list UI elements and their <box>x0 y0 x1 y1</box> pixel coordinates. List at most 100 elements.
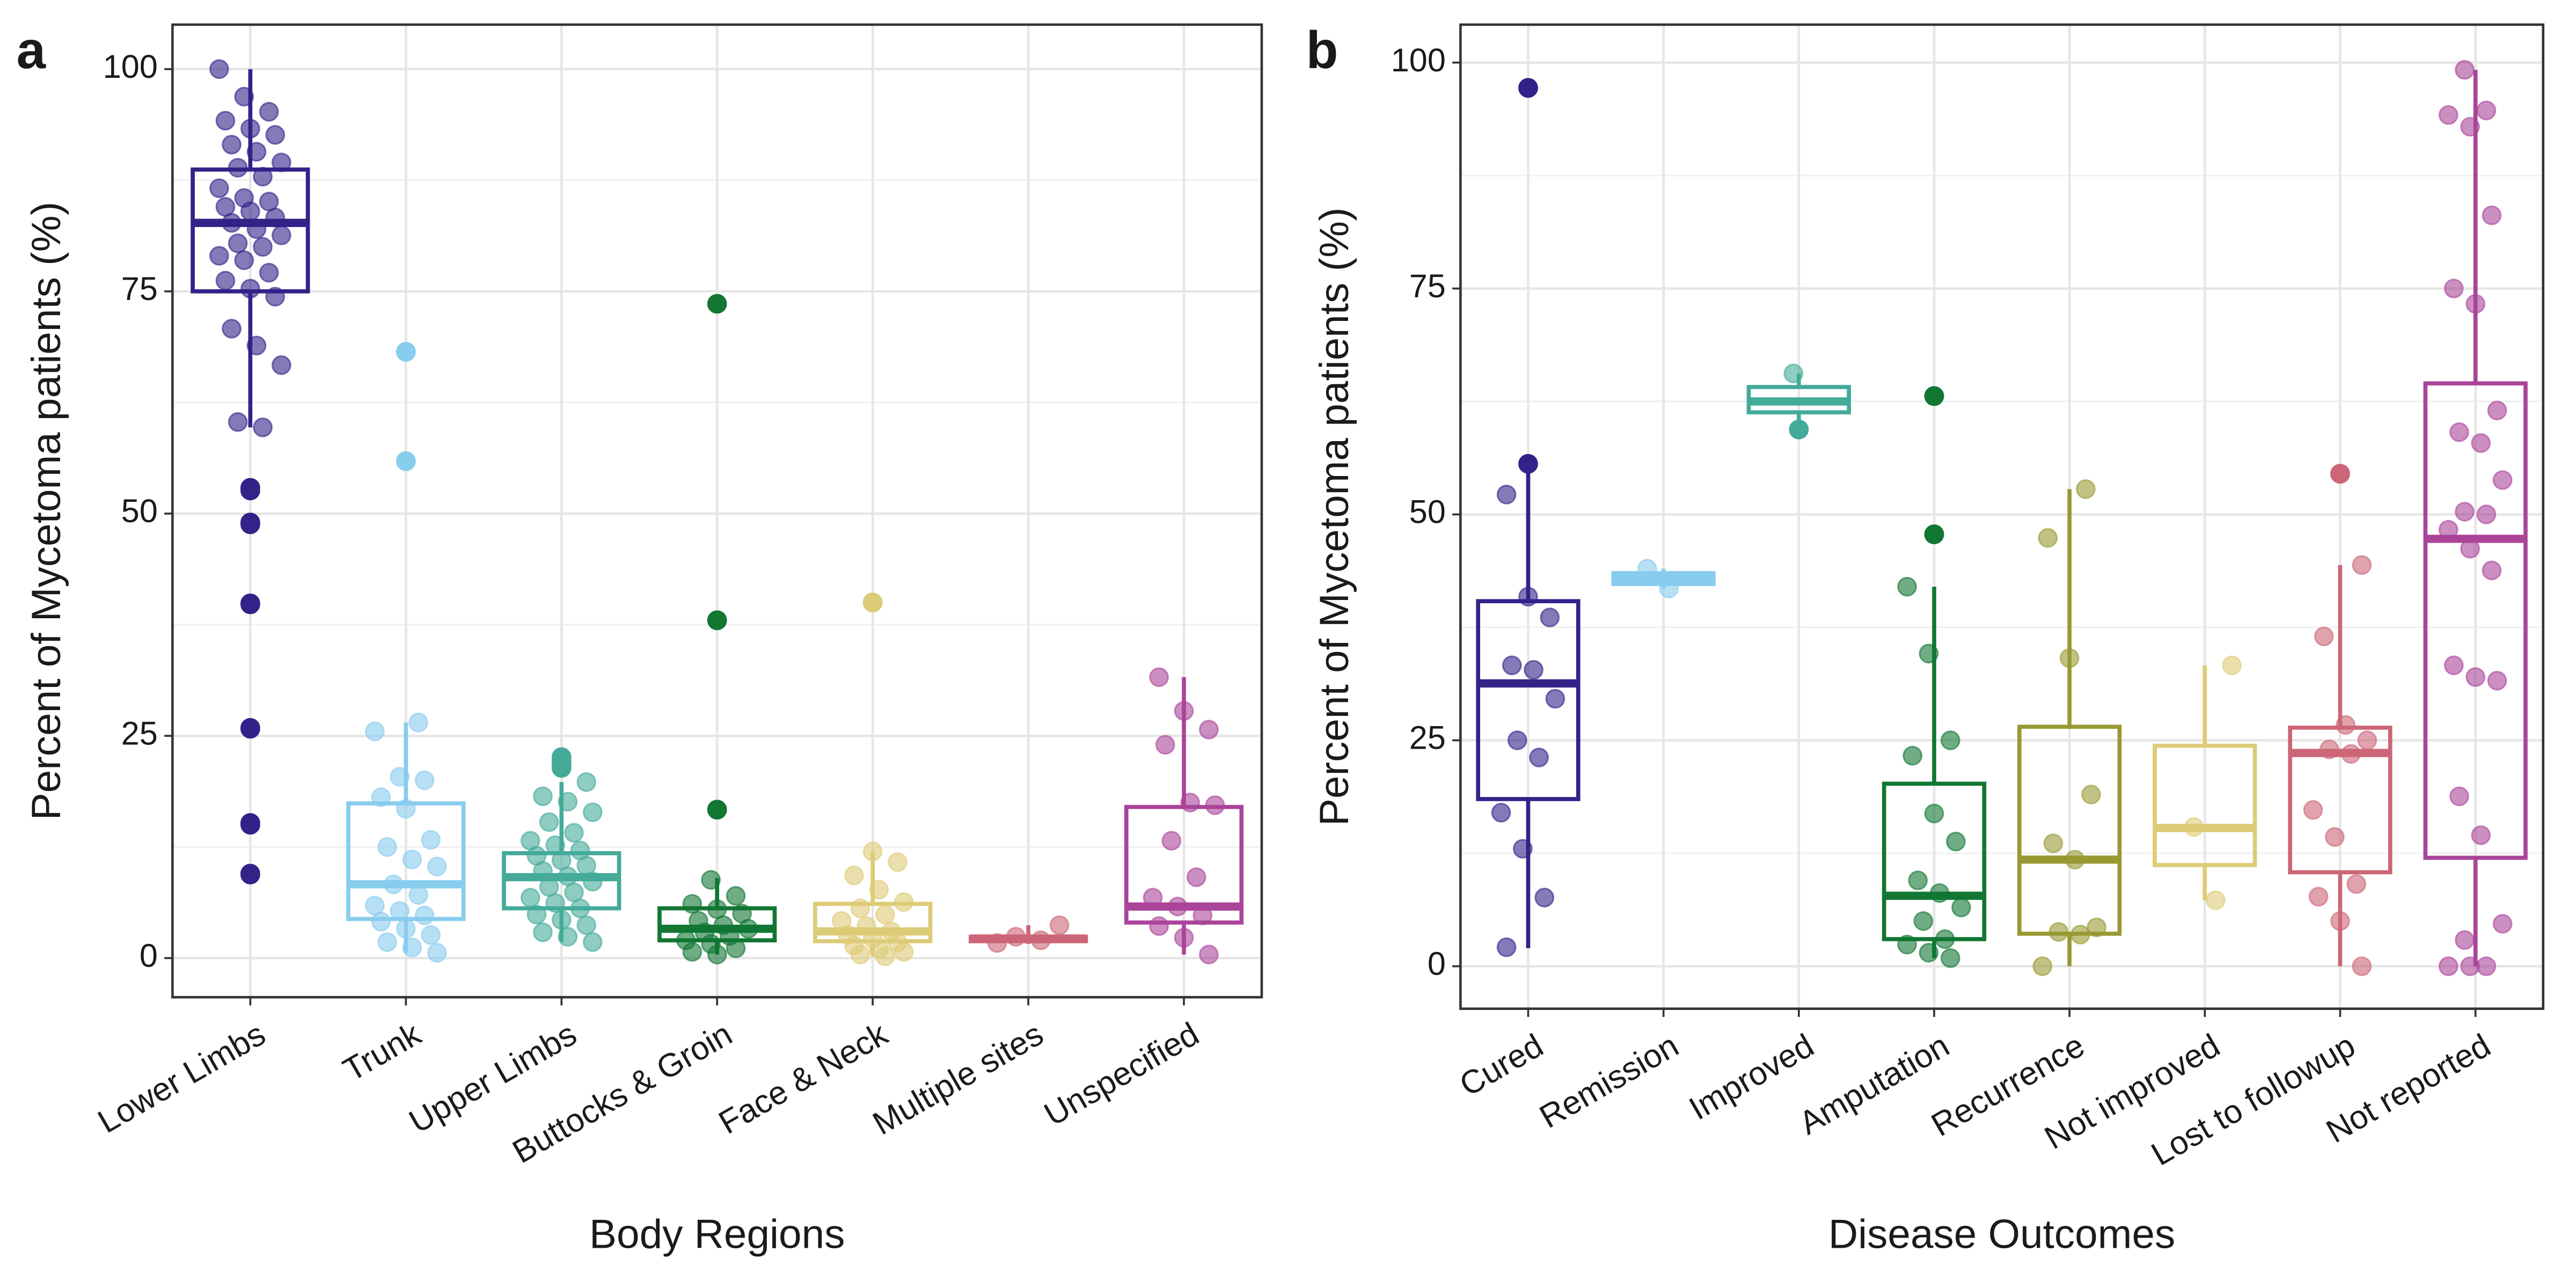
point <box>1951 897 1971 918</box>
point <box>576 915 597 935</box>
point <box>371 787 391 807</box>
point <box>253 237 273 257</box>
y-tick-label: 75 <box>121 270 158 307</box>
outlier-point <box>707 610 727 631</box>
point <box>2476 504 2497 524</box>
point <box>545 893 566 913</box>
point <box>1030 930 1051 950</box>
point <box>215 111 236 131</box>
point <box>564 823 584 843</box>
outlier-point <box>551 758 572 778</box>
point <box>1919 942 1939 963</box>
point <box>875 904 895 925</box>
point <box>408 885 428 905</box>
point <box>228 158 248 178</box>
outlier-point <box>240 719 260 739</box>
point <box>371 911 391 932</box>
point <box>1143 888 1163 908</box>
point <box>246 219 267 239</box>
point <box>253 166 273 187</box>
point <box>427 857 447 877</box>
x-tick-label: Cured <box>1453 1027 1549 1103</box>
point <box>1192 905 1213 926</box>
outlier-point <box>707 800 727 820</box>
point <box>1529 748 1549 767</box>
point <box>582 872 603 892</box>
point <box>682 894 702 914</box>
point <box>2476 100 2497 121</box>
point <box>869 880 889 900</box>
point <box>2443 279 2464 298</box>
point <box>1783 363 1804 384</box>
point <box>1659 579 1679 598</box>
point <box>2059 648 2080 668</box>
point <box>2308 887 2329 907</box>
point <box>402 850 422 869</box>
box <box>2017 724 2122 936</box>
point <box>364 721 385 742</box>
point <box>2065 850 2085 870</box>
point <box>682 942 702 962</box>
panel-label: b <box>1306 20 1338 79</box>
point <box>222 135 241 155</box>
point <box>1205 795 1225 815</box>
point <box>1149 916 1169 936</box>
x-tick-label: Remission <box>1533 1027 1684 1135</box>
point <box>1161 831 1182 851</box>
point <box>2482 560 2502 581</box>
point <box>240 201 260 222</box>
point <box>2032 956 2053 976</box>
point <box>570 898 590 918</box>
y-axis-title: Percent of Mycetoma patients (%) <box>24 202 69 820</box>
point <box>2465 294 2486 314</box>
point <box>228 412 248 432</box>
point <box>707 945 727 965</box>
point <box>2449 786 2469 807</box>
point <box>1534 888 1555 908</box>
point <box>1545 689 1565 709</box>
point <box>2336 715 2355 735</box>
outlier-point <box>240 865 260 884</box>
outlier-point <box>2330 464 2350 484</box>
point <box>234 86 254 107</box>
panel-label: a <box>17 20 47 79</box>
point <box>2043 833 2063 853</box>
point <box>2438 956 2458 976</box>
point <box>240 119 260 139</box>
point <box>582 932 603 952</box>
point <box>2438 519 2458 540</box>
point <box>2460 956 2480 976</box>
point <box>209 246 229 266</box>
point <box>2352 956 2372 976</box>
point <box>2325 827 2345 847</box>
point <box>265 208 286 228</box>
x-tick-label: Face & Neck <box>713 1015 894 1141</box>
point <box>533 922 553 942</box>
point <box>2487 400 2507 421</box>
point <box>850 945 870 965</box>
outlier-point <box>396 342 416 362</box>
point <box>222 213 241 233</box>
x-axis-title: Body Regions <box>589 1211 845 1257</box>
point <box>2076 479 2096 499</box>
point <box>1174 701 1194 721</box>
point <box>526 904 547 925</box>
outlier-point <box>396 451 416 471</box>
point <box>421 830 441 850</box>
point <box>1199 945 1219 965</box>
point <box>533 786 553 807</box>
point <box>2341 744 2361 764</box>
box <box>2153 743 2257 867</box>
point <box>1637 559 1657 579</box>
outlier-point <box>862 592 883 613</box>
point <box>558 927 578 947</box>
point <box>1518 587 1538 607</box>
box <box>2423 381 2528 860</box>
point <box>377 932 397 952</box>
point <box>1897 934 1917 955</box>
point <box>2087 917 2106 938</box>
point <box>1049 915 1070 935</box>
point <box>2476 956 2497 976</box>
point <box>1897 576 1917 597</box>
